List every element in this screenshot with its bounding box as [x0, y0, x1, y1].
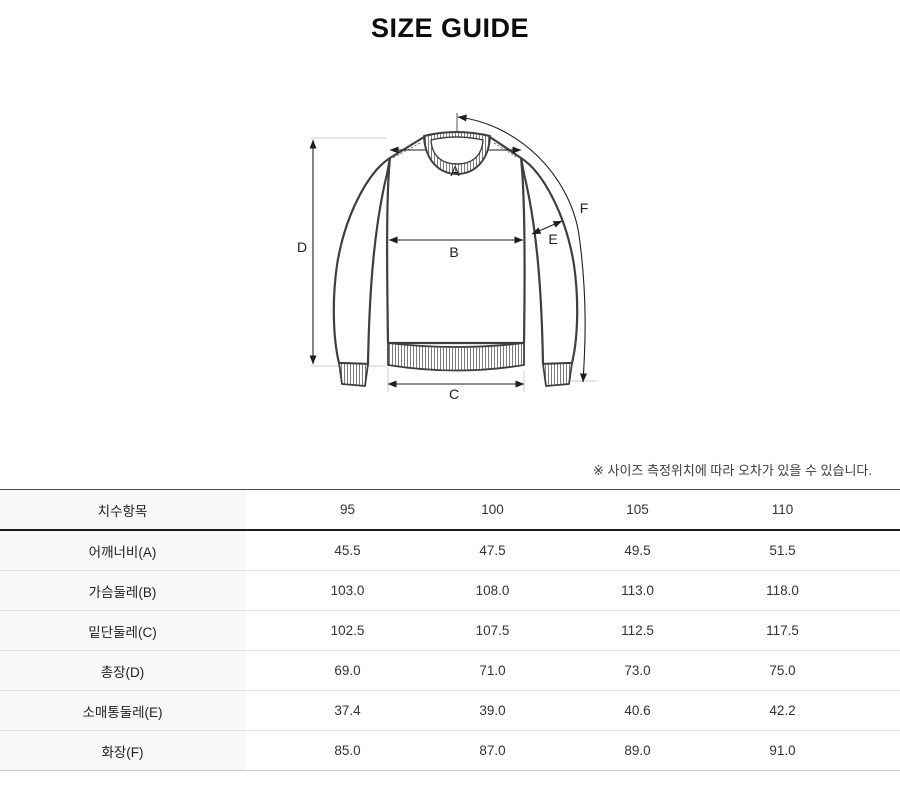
- spacer-cell: [825, 650, 900, 691]
- spacer-cell: [825, 690, 900, 731]
- measurement-arrows: [309, 113, 588, 388]
- cell-value: 37.4: [334, 703, 361, 718]
- label-D: D: [297, 239, 307, 255]
- cell-value: 107.5: [475, 623, 510, 638]
- table-row-hem: 밑단둘레(C) 102.5 107.5 112.5 117.5: [0, 610, 900, 651]
- size-table-corner-header: 치수항목: [0, 489, 245, 530]
- hem-band: [387, 342, 525, 372]
- sweatshirt-diagram-svg: A B C D E F: [297, 113, 597, 402]
- sweatshirt-measurement-diagram: A B C D E F: [283, 100, 623, 445]
- page-title: SIZE GUIDE: [370, 13, 530, 43]
- cell-value: 113.0: [621, 583, 654, 598]
- row-label: 어깨너비(A): [0, 530, 245, 571]
- label-C: C: [449, 386, 459, 402]
- cell-value: 75.0: [769, 663, 796, 678]
- spacer-cell: [825, 489, 900, 530]
- cell-value: 71.0: [479, 663, 506, 678]
- label-E: E: [548, 231, 557, 247]
- size-table: 치수항목 95 100 105 110 어깨너비(A) 45.5 47.5 49…: [0, 489, 900, 771]
- cell-value: 42.2: [769, 703, 796, 718]
- table-row-chest: 가슴둘레(B) 103.0 108.0 113.0 118.0: [0, 570, 900, 611]
- size-table-header-row: 치수항목 95 100 105 110: [0, 489, 900, 530]
- cell-value: 87.0: [479, 743, 506, 758]
- cell-value: 47.5: [479, 543, 506, 558]
- table-row-shoulder: 어깨너비(A) 45.5 47.5 49.5 51.5: [0, 530, 900, 571]
- cell-value: 39.0: [479, 703, 506, 718]
- size-column-95: 95: [339, 502, 356, 517]
- cell-value: 89.0: [624, 743, 651, 758]
- spacer-cell: [825, 530, 900, 571]
- cell-value: 49.5: [624, 543, 651, 558]
- measurement-letters: A B C D E F: [297, 163, 588, 402]
- size-column-105: 105: [626, 502, 649, 517]
- cell-value: 69.0: [334, 663, 361, 678]
- label-A: A: [450, 163, 460, 179]
- cell-value: 85.0: [334, 743, 361, 758]
- label-F: F: [580, 200, 589, 216]
- row-label: 가슴둘레(B): [0, 570, 245, 611]
- size-column-110: 110: [771, 502, 794, 517]
- spacer-cell: [825, 730, 900, 771]
- cell-value: 45.5: [334, 543, 361, 558]
- cell-value: 91.0: [769, 743, 796, 758]
- cell-value: 40.6: [624, 703, 651, 718]
- row-label: 소매통둘레(E): [0, 690, 245, 731]
- cell-value: 51.5: [769, 543, 796, 558]
- row-label: 밑단둘레(C): [0, 610, 245, 651]
- measure-arrow-F: [457, 114, 588, 383]
- row-label: 총장(D): [0, 650, 245, 691]
- spacer-cell: [825, 570, 900, 611]
- cell-value: 103.0: [330, 583, 365, 598]
- cell-value: 117.5: [766, 623, 799, 638]
- spacer-cell: [825, 610, 900, 651]
- table-row-arm-length: 화장(F) 85.0 87.0 89.0 91.0: [0, 730, 900, 771]
- measurement-disclaimer: ※ 사이즈 측정위치에 따라 오차가 있을 수 있습니다.: [593, 463, 872, 478]
- table-row-sleeve-width: 소매통둘레(E) 37.4 39.0 40.6 42.2: [0, 690, 900, 731]
- row-label: 화장(F): [0, 730, 245, 771]
- cell-value: 112.5: [621, 623, 654, 638]
- cell-value: 73.0: [624, 663, 651, 678]
- label-B: B: [449, 244, 458, 260]
- cell-value: 118.0: [766, 583, 799, 598]
- size-column-100: 100: [481, 502, 504, 517]
- table-row-length: 총장(D) 69.0 71.0 73.0 75.0: [0, 650, 900, 691]
- cell-value: 102.5: [330, 623, 365, 638]
- cell-value: 108.0: [475, 583, 510, 598]
